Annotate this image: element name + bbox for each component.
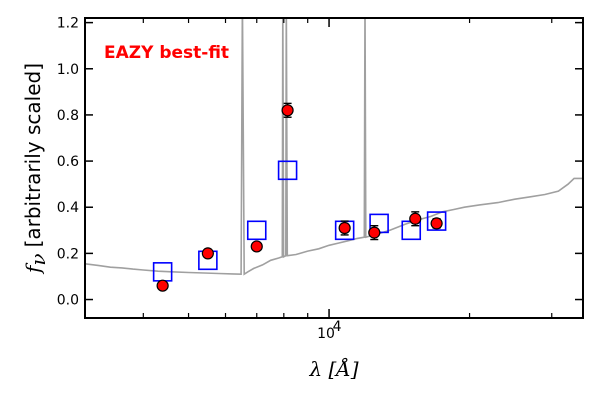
observed-layer — [156, 102, 443, 292]
y-axis-label-sub: ν — [26, 253, 50, 265]
svg-text:fν[arbitrarily scaled]: fν[arbitrarily scaled] — [21, 63, 50, 275]
plot-frame — [84, 17, 584, 319]
y-tick-label-0: 0.0 — [57, 293, 79, 309]
annotation-label: EAZY best-fit — [104, 43, 229, 63]
model-box-3 — [277, 160, 298, 181]
observed-point-5 — [368, 226, 381, 239]
model-layer — [152, 160, 447, 282]
ticks-layer: 0.0 0.2 0.4 0.6 0.8 1.0 1.2 104 — [57, 16, 583, 342]
observed-point-1 — [201, 247, 214, 260]
y-axis-label-group: fν[arbitrarily scaled] — [21, 63, 50, 275]
template-spectrum-line — [85, 18, 583, 276]
observed-point-2 — [250, 240, 263, 253]
model-box-7 — [426, 211, 447, 231]
observed-point-4 — [338, 221, 351, 235]
template-layer — [85, 18, 583, 276]
x-tick-label-0: 10 — [317, 326, 335, 342]
y-tick-label-1: 0.2 — [57, 246, 79, 262]
y-tick-label-6: 1.2 — [57, 16, 79, 32]
y-tick-label-3: 0.6 — [57, 154, 79, 170]
observed-point-7 — [430, 217, 443, 230]
model-box-2 — [246, 220, 267, 241]
observed-point-0 — [156, 279, 169, 292]
y-axis-label-text: [arbitrarily scaled] — [21, 63, 45, 247]
observed-point-3 — [281, 104, 294, 117]
observed-point-6 — [409, 212, 422, 225]
y-tick-label-5: 1.0 — [57, 62, 79, 78]
x-axis-label: λ [Å] — [308, 356, 358, 381]
x-tick-exponent-0: 4 — [333, 319, 342, 335]
y-tick-label-4: 0.8 — [57, 108, 79, 124]
y-tick-label-2: 0.4 — [57, 200, 79, 216]
